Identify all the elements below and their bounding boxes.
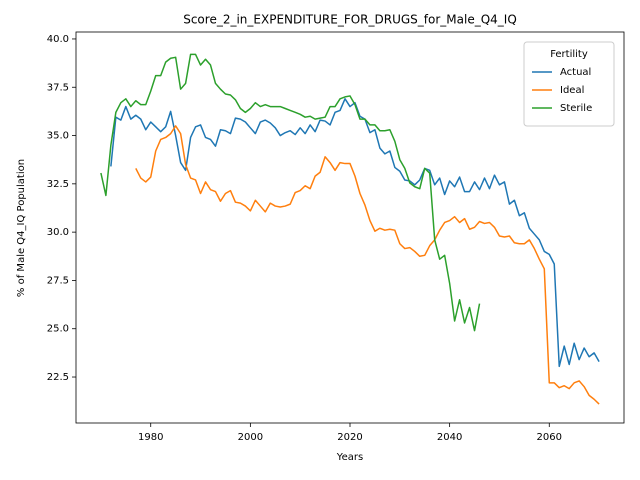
legend-box	[523, 41, 615, 127]
y-tick-label: 35.0	[47, 131, 69, 142]
line	[135, 125, 600, 405]
y-tick-label: 27.5	[47, 275, 69, 286]
x-tick-label: 2020	[337, 432, 362, 443]
x-tick-label: 2060	[537, 432, 562, 443]
y-tick-label: 25.0	[47, 324, 69, 335]
chart-title: Score_2_in_EXPENDITURE_FOR_DRUGS_for_Mal…	[183, 13, 517, 27]
y-tick-label: 30.0	[47, 227, 69, 238]
x-tick-label: 2000	[238, 432, 263, 443]
legend-label: Sterile	[560, 103, 592, 114]
x-tick-label: 1980	[138, 432, 163, 443]
y-tick-label: 22.5	[47, 372, 69, 383]
y-axis-label: % of Male Q4_IQ Population	[16, 159, 27, 297]
x-tick-label: 2040	[437, 432, 462, 443]
x-axis-label: Years	[336, 452, 363, 463]
legend-title: Fertility	[550, 49, 588, 60]
legend-label: Actual	[560, 67, 591, 78]
y-tick-label: 32.5	[47, 179, 69, 190]
line	[110, 98, 600, 368]
legend-label: Ideal	[560, 85, 584, 96]
line	[100, 53, 481, 332]
y-tick-label: 37.5	[47, 82, 69, 93]
axes-frame	[75, 31, 625, 424]
y-tick-label: 40.0	[47, 34, 69, 45]
